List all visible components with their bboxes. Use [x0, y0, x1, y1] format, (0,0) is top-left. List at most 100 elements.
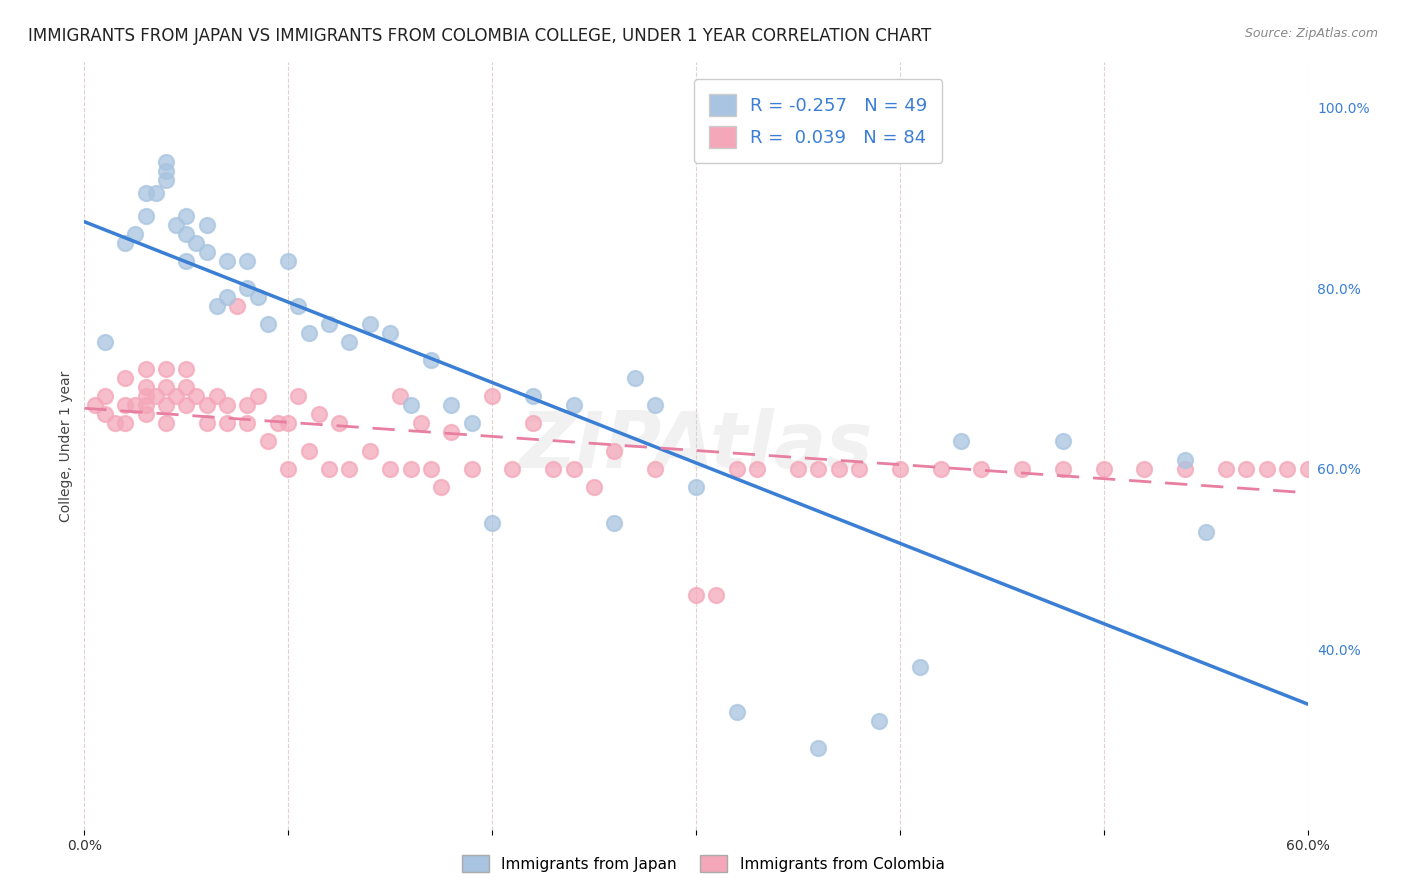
Point: [1296, 461, 1319, 475]
Point: [787, 461, 810, 475]
Point: [174, 362, 197, 376]
Point: [267, 417, 290, 431]
Point: [155, 398, 177, 412]
Point: [186, 389, 208, 403]
Point: [828, 461, 851, 475]
Point: [624, 371, 647, 385]
Point: [1052, 461, 1074, 475]
Point: [725, 461, 748, 475]
Point: [165, 389, 187, 403]
Point: [93, 408, 115, 422]
Point: [93, 335, 115, 350]
Point: [807, 741, 830, 756]
Point: [174, 227, 197, 241]
Point: [399, 398, 422, 412]
Point: [644, 461, 666, 475]
Point: [359, 443, 381, 458]
Point: [195, 398, 218, 412]
Point: [603, 516, 626, 530]
Point: [135, 362, 157, 376]
Point: [135, 389, 157, 403]
Point: [339, 335, 361, 350]
Point: [869, 714, 891, 729]
Point: [165, 218, 187, 232]
Point: [481, 516, 503, 530]
Point: [461, 461, 484, 475]
Point: [287, 389, 309, 403]
Point: [562, 398, 585, 412]
Point: [685, 588, 707, 602]
Point: [380, 461, 402, 475]
Point: [440, 425, 463, 440]
Point: [145, 186, 167, 201]
Point: [910, 660, 932, 674]
Point: [562, 461, 585, 475]
Point: [747, 461, 769, 475]
Point: [155, 362, 177, 376]
Point: [502, 461, 524, 475]
Point: [644, 398, 666, 412]
Point: [725, 705, 748, 719]
Point: [1236, 461, 1258, 475]
Point: [217, 290, 239, 304]
Legend: Immigrants from Japan, Immigrants from Colombia: Immigrants from Japan, Immigrants from C…: [454, 847, 952, 880]
Point: [298, 443, 321, 458]
Point: [135, 209, 157, 223]
Point: [217, 398, 239, 412]
Point: [583, 480, 606, 494]
Y-axis label: College, Under 1 year: College, Under 1 year: [59, 370, 73, 522]
Point: [195, 417, 218, 431]
Point: [522, 389, 544, 403]
Point: [174, 254, 197, 268]
Point: [135, 380, 157, 394]
Point: [430, 480, 453, 494]
Point: [1337, 461, 1360, 475]
Point: [236, 398, 259, 412]
Point: [155, 417, 177, 431]
Point: [298, 326, 321, 341]
Point: [195, 218, 218, 232]
Point: [685, 480, 707, 494]
Point: [1317, 461, 1340, 475]
Point: [389, 389, 412, 403]
Point: [1215, 461, 1237, 475]
Point: [174, 398, 197, 412]
Point: [318, 461, 340, 475]
Point: [114, 398, 136, 412]
Point: [970, 461, 993, 475]
Point: [114, 417, 136, 431]
Point: [359, 317, 381, 331]
Point: [145, 389, 167, 403]
Point: [1011, 461, 1033, 475]
Point: [257, 434, 280, 449]
Point: [124, 227, 146, 241]
Point: [226, 299, 249, 313]
Point: [889, 461, 911, 475]
Point: [1174, 461, 1197, 475]
Point: [328, 417, 350, 431]
Point: [246, 290, 269, 304]
Legend: R = -0.257   N = 49, R =  0.039   N = 84: R = -0.257 N = 49, R = 0.039 N = 84: [695, 79, 942, 163]
Point: [1174, 452, 1197, 467]
Point: [83, 398, 105, 412]
Text: Source: ZipAtlas.com: Source: ZipAtlas.com: [1244, 27, 1378, 40]
Point: [929, 461, 952, 475]
Point: [409, 417, 432, 431]
Point: [950, 434, 973, 449]
Point: [155, 173, 177, 187]
Point: [399, 461, 422, 475]
Point: [236, 281, 259, 295]
Point: [706, 588, 728, 602]
Point: [93, 389, 115, 403]
Point: [318, 317, 340, 331]
Point: [339, 461, 361, 475]
Point: [522, 417, 544, 431]
Point: [104, 417, 127, 431]
Point: [174, 380, 197, 394]
Point: [1052, 434, 1074, 449]
Point: [287, 299, 309, 313]
Point: [420, 461, 443, 475]
Point: [1256, 461, 1278, 475]
Point: [277, 417, 299, 431]
Point: [1092, 461, 1115, 475]
